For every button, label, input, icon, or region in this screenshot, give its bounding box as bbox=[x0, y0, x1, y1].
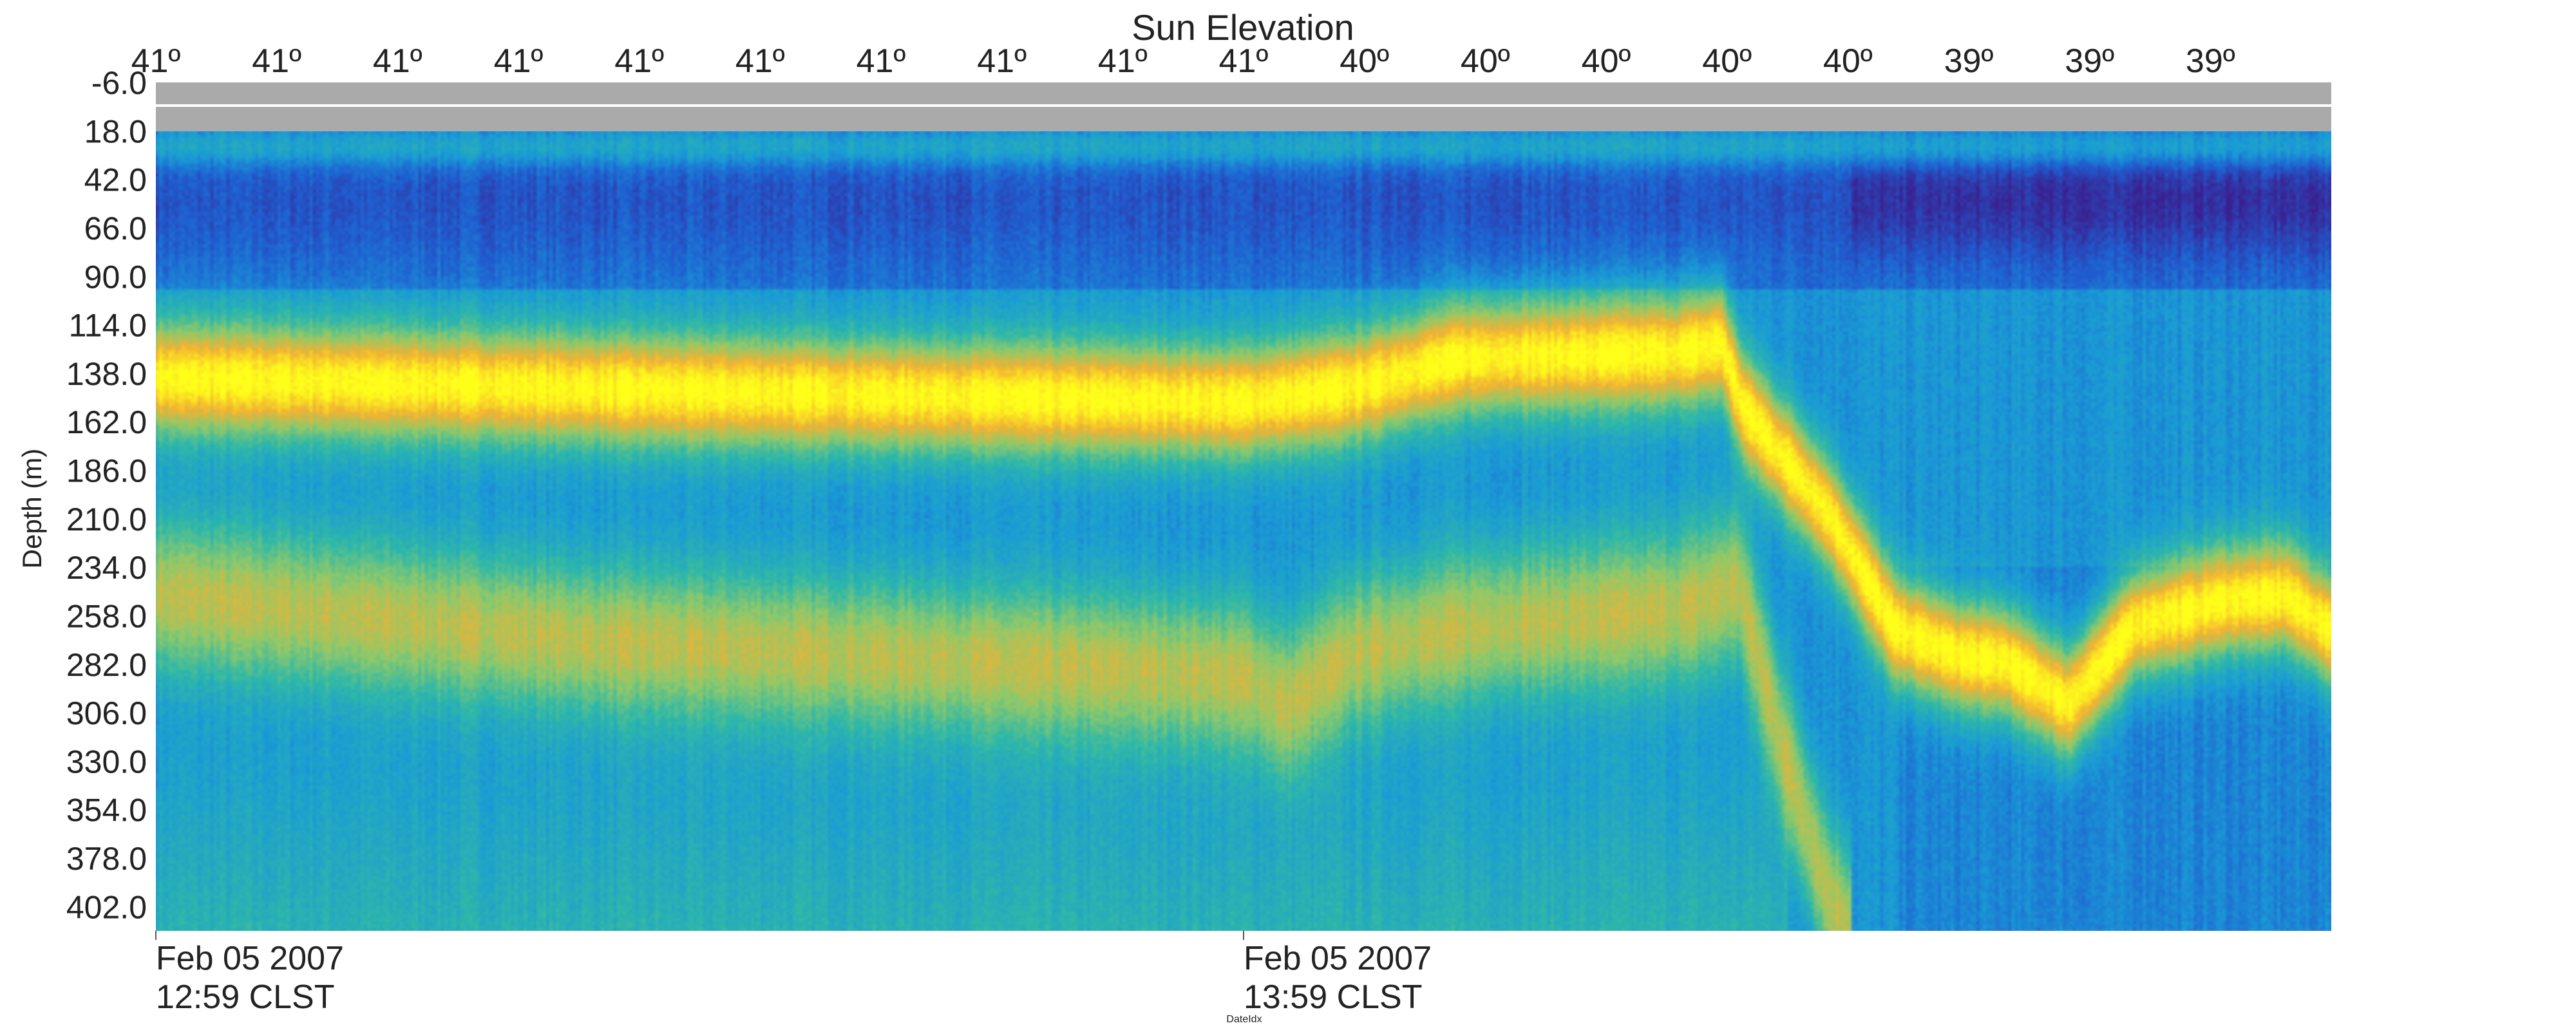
sun-elevation-tick: 41º bbox=[1098, 42, 1148, 80]
sun-elevation-tick: 41º bbox=[735, 42, 785, 80]
sun-elevation-tick: 41º bbox=[1219, 42, 1269, 80]
sun-elevation-tick: 39º bbox=[2065, 42, 2114, 80]
sun-elevation-tick: 41º bbox=[977, 42, 1027, 80]
depth-tick: 66.0 bbox=[84, 211, 147, 247]
sun-elevation-tick: 40º bbox=[1823, 42, 1873, 80]
sun-elevation-tick: 40º bbox=[1461, 42, 1510, 80]
sun-elevation-tick: 41º bbox=[373, 42, 422, 80]
sun-elevation-ticks: 41º 41º 41º 41º 41º 41º 41º 41º 41º 41º 40º 40º 40º 4… bbox=[131, 42, 2235, 80]
time-tick-time: 12:59 CLST bbox=[156, 979, 335, 1016]
sun-elevation-tick: 41º bbox=[494, 42, 544, 80]
x-axis-label: DateIdx bbox=[1226, 1014, 1262, 1025]
sun-elevation-tick: 41º bbox=[614, 42, 664, 80]
depth-tick: 330.0 bbox=[66, 744, 147, 780]
sun-elevation-title: Sun Elevation bbox=[1132, 7, 1354, 48]
depth-tick: 378.0 bbox=[66, 841, 147, 877]
depth-tick: 18.0 bbox=[84, 113, 147, 149]
depth-tick: 210.0 bbox=[66, 501, 147, 538]
depth-tick: 90.0 bbox=[84, 259, 147, 295]
depth-tick: 306.0 bbox=[66, 695, 147, 731]
depth-tick: 42.0 bbox=[84, 162, 147, 198]
sun-elevation-tick: 41º bbox=[857, 42, 906, 80]
depth-tick: 402.0 bbox=[66, 889, 147, 925]
depth-tick: 162.0 bbox=[66, 404, 147, 440]
sun-elevation-tick: 41º bbox=[252, 42, 301, 80]
time-tick-date: Feb 05 2007 bbox=[156, 940, 344, 977]
sun-elevation-tick: 39º bbox=[2186, 42, 2235, 80]
depth-tick: 138.0 bbox=[66, 356, 147, 392]
sun-elevation-tick: 40º bbox=[1702, 42, 1752, 80]
y-axis-label: Depth (m) bbox=[17, 449, 47, 569]
depth-tick: 282.0 bbox=[66, 647, 147, 683]
sun-elevation-tick: 40º bbox=[1582, 42, 1631, 80]
sun-elevation-tick: 40º bbox=[1340, 42, 1389, 80]
depth-ticks: -6.0 18.0 42.0 66.0 90.0 114.0 138.0 162.0 186.0… bbox=[66, 65, 147, 925]
depth-tick: 354.0 bbox=[66, 792, 147, 829]
heatmap-image bbox=[156, 131, 2331, 931]
depth-tick: 186.0 bbox=[66, 453, 147, 489]
time-tick-time: 13:59 CLST bbox=[1244, 979, 1423, 1016]
depth-tick: -6.0 bbox=[91, 65, 147, 101]
depth-tick: 234.0 bbox=[66, 550, 147, 586]
depth-tick: 114.0 bbox=[69, 308, 147, 344]
time-tick-date: Feb 05 2007 bbox=[1244, 940, 1432, 977]
sun-elevation-tick: 41º bbox=[131, 42, 181, 80]
sun-elevation-tick: 39º bbox=[1944, 42, 1994, 80]
depth-tick: 258.0 bbox=[66, 598, 147, 634]
